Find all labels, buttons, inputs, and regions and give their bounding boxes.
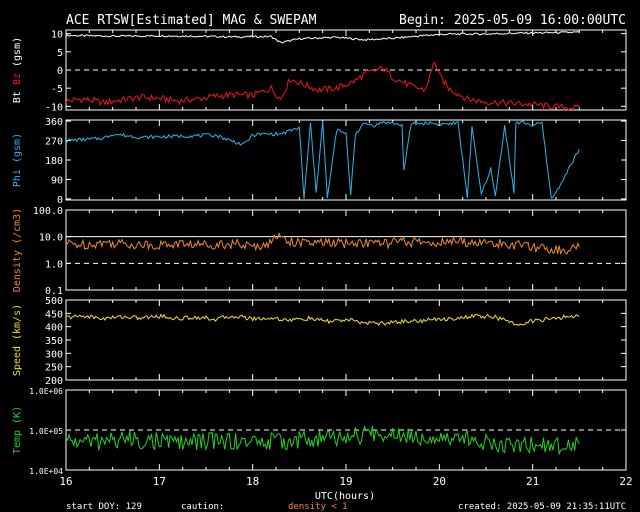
x-tick-label: 18 — [246, 475, 259, 488]
mag-ylabel: Bt Bz (gsm) — [12, 37, 23, 103]
mag-ylabel-part: Bt — [12, 91, 23, 103]
mag-series-bt — [65, 31, 580, 44]
phi-series-phi — [66, 120, 580, 199]
phi-ytick-label: 270 — [45, 137, 63, 148]
mag-panel: 10 5 0 -5 -10 Bt Bz (gsm) — [12, 29, 627, 113]
density-ytick-label: 100.0 — [33, 206, 63, 217]
mag-ytick-label: -10 — [45, 102, 63, 113]
phi-ytick-label: 0 — [57, 195, 63, 206]
temp-ytick-label: 1.0E+06 — [29, 387, 63, 396]
temp-series-temp — [65, 425, 580, 456]
speed-ytick-label: 500 — [45, 296, 63, 307]
x-tick-label: 21 — [526, 475, 539, 488]
mag-ylabel-part: Bz — [12, 73, 23, 91]
speed-ytick-label: 200 — [45, 376, 63, 387]
mag-ytick-label: 5 — [57, 48, 63, 59]
density-ytick-label: 0.1 — [45, 286, 63, 297]
x-tick-label: 22 — [619, 475, 632, 488]
footer-start-doy: start DOY: 129 — [66, 502, 142, 512]
phi-ytick-label: 90 — [51, 175, 63, 186]
plot-title: ACE RTSW[Estimated] MAG & SWEPAM — [66, 13, 317, 28]
x-axis: 16 17 18 19 20 21 22 — [59, 475, 632, 488]
temp-ylabel: Temp (K) — [12, 406, 23, 454]
temp-ytick-label: 1.0E+04 — [29, 467, 63, 476]
x-tick-label: 17 — [153, 475, 166, 488]
mag-series-bz — [65, 61, 580, 111]
density-ytick-label: 10.0 — [39, 233, 63, 244]
speed-ytick-label: 250 — [45, 363, 63, 374]
temp-panel: 1.0E+06 1.0E+05 1.0E+04 Temp (K) — [12, 387, 627, 476]
speed-ytick-label: 350 — [45, 336, 63, 347]
x-tick-label: 19 — [339, 475, 352, 488]
speed-panel: 500 450 400 350 300 250 200 Speed (km/s) — [12, 296, 627, 387]
footer-created: created: 2025-05-09 21:35:11UTC — [458, 502, 626, 512]
temp-ytick-label: 1.0E+05 — [29, 427, 63, 436]
mag-ytick-label: 0 — [57, 66, 63, 77]
mag-ytick-label: -5 — [51, 84, 63, 95]
density-panel: 100.0 10.0 1.0 0.1 Density (/cm3) — [12, 206, 627, 297]
speed-ytick-label: 300 — [45, 349, 63, 360]
mag-ytick-label: 10 — [51, 30, 63, 41]
x-tick-label: 16 — [59, 475, 72, 488]
density-series-density — [66, 231, 580, 255]
footer-density-note: density < 1 — [288, 502, 348, 512]
phi-ytick-label: 360 — [45, 117, 63, 128]
phi-ytick-label: 180 — [45, 156, 63, 167]
speed-ytick-label: 400 — [45, 323, 63, 334]
x-tick-label: 20 — [433, 475, 446, 488]
begin-time: Begin: 2025-05-09 16:00:00UTC — [399, 13, 626, 28]
density-ytick-label: 1.0 — [45, 259, 63, 270]
phi-panel: 360 270 180 90 0 Phi (gsm) — [12, 117, 627, 206]
speed-ylabel: Speed (km/s) — [12, 304, 23, 376]
speed-ytick-label: 450 — [45, 309, 63, 320]
mag-ylabel-part: (gsm) — [12, 37, 23, 73]
x-axis-label: UTC(hours) — [315, 491, 375, 502]
speed-series-speed — [65, 313, 580, 327]
footer-caution: caution: — [181, 502, 224, 512]
phi-ylabel: Phi (gsm) — [12, 133, 23, 187]
panels-group: 10 5 0 -5 -10 Bt Bz (gsm) 360 270 180 90 0 Phi (gsm… — [12, 29, 627, 476]
density-ylabel: Density (/cm3) — [12, 208, 23, 292]
